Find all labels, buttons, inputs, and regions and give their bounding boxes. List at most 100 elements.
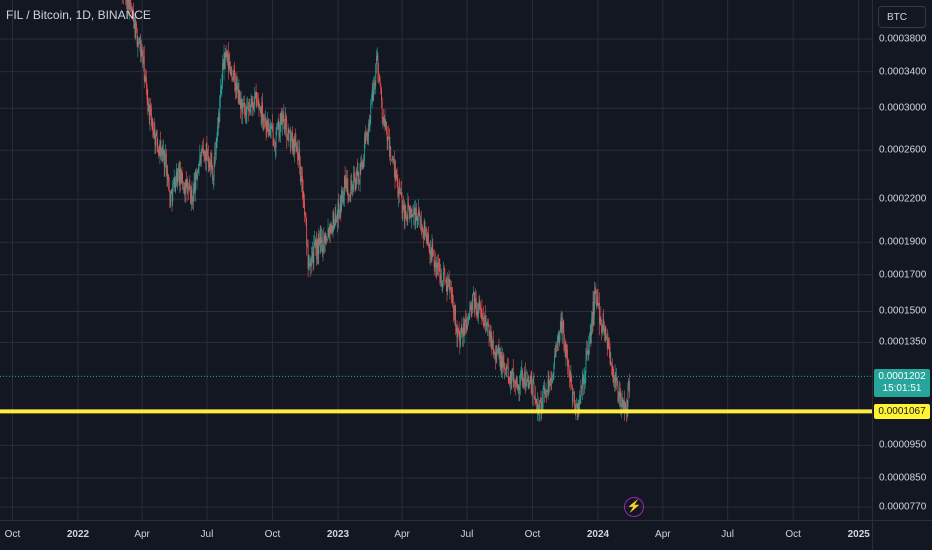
candle-body bbox=[391, 159, 393, 161]
candle-body bbox=[564, 345, 565, 348]
candle-body bbox=[316, 239, 318, 260]
candle-body bbox=[197, 172, 199, 178]
candle-body bbox=[317, 239, 319, 255]
candle-body bbox=[508, 377, 510, 381]
candle-body bbox=[415, 207, 417, 221]
candle-body bbox=[165, 153, 167, 171]
candle-body bbox=[339, 204, 341, 216]
candle-body bbox=[242, 103, 243, 114]
candle-body bbox=[174, 177, 176, 192]
candle-body bbox=[492, 340, 493, 348]
candle-body bbox=[201, 147, 203, 152]
candle-body bbox=[177, 170, 179, 183]
candle-body bbox=[560, 316, 562, 332]
candle-body bbox=[603, 319, 605, 328]
candle-body bbox=[420, 220, 422, 226]
candle-body bbox=[599, 317, 601, 324]
lightning-icon[interactable]: ⚡ bbox=[624, 497, 644, 517]
candle-body bbox=[136, 27, 138, 46]
candle-body bbox=[393, 158, 394, 162]
candle-body bbox=[240, 99, 241, 109]
candle-body bbox=[313, 246, 315, 263]
candle-body bbox=[185, 179, 186, 194]
candle-body bbox=[318, 238, 320, 255]
candle-body bbox=[272, 125, 273, 132]
candle-body bbox=[542, 388, 544, 402]
candle-body bbox=[200, 155, 201, 164]
candle-body bbox=[580, 385, 582, 397]
candle-body bbox=[282, 113, 284, 115]
candle-body bbox=[358, 172, 360, 184]
price-tick-label: 0.0000770 bbox=[879, 501, 927, 513]
candle-body bbox=[474, 301, 476, 308]
candle-body bbox=[178, 168, 179, 171]
candle-body bbox=[449, 287, 451, 289]
candle-body bbox=[236, 82, 238, 90]
candle-body bbox=[221, 84, 223, 87]
candle-body bbox=[364, 136, 366, 144]
candle-body bbox=[254, 92, 256, 98]
candle-body bbox=[319, 236, 321, 245]
candle-body bbox=[403, 204, 404, 210]
candle-body bbox=[579, 399, 580, 411]
candle-body bbox=[398, 188, 399, 197]
candle-body bbox=[430, 249, 432, 261]
candle-body bbox=[229, 61, 231, 67]
candle-body bbox=[235, 82, 237, 91]
candle-body bbox=[278, 120, 280, 138]
candle-body bbox=[617, 385, 619, 402]
candle-body bbox=[591, 319, 592, 336]
candle-body bbox=[569, 371, 570, 377]
candle-body bbox=[338, 202, 340, 219]
candle-body bbox=[344, 176, 346, 185]
candle-body bbox=[138, 42, 139, 44]
candle-body bbox=[366, 132, 367, 137]
candle-body bbox=[237, 86, 239, 103]
candle-body bbox=[326, 238, 328, 241]
candle-body bbox=[258, 101, 260, 109]
candle-body bbox=[618, 397, 620, 402]
candle-body bbox=[343, 195, 345, 201]
candle-body bbox=[502, 356, 504, 362]
candle-body bbox=[373, 82, 375, 87]
price-tick-label: 0.0001700 bbox=[879, 269, 927, 281]
candle-body bbox=[484, 315, 486, 326]
currency-button[interactable]: BTC bbox=[878, 6, 926, 28]
candle-body bbox=[623, 400, 625, 410]
candle-body bbox=[341, 189, 342, 211]
candle-body bbox=[565, 344, 567, 358]
candle-body bbox=[250, 98, 252, 105]
candle-body bbox=[171, 190, 173, 202]
candle-body bbox=[306, 244, 308, 246]
candle-body bbox=[447, 282, 449, 292]
price-tick-label: 0.0002200 bbox=[879, 193, 927, 205]
candle-body bbox=[144, 76, 146, 81]
candle-body bbox=[500, 355, 502, 370]
candle-body bbox=[600, 317, 602, 325]
candle-body bbox=[273, 145, 275, 147]
candle-body bbox=[158, 149, 159, 155]
candle-body bbox=[485, 324, 487, 327]
candle-body bbox=[244, 104, 246, 110]
candle-body bbox=[363, 143, 365, 162]
candle-body bbox=[549, 380, 550, 387]
candle-body bbox=[480, 309, 482, 310]
candle-body bbox=[418, 209, 420, 215]
candle-body bbox=[421, 225, 423, 231]
candle-body bbox=[156, 131, 158, 148]
candle-body bbox=[493, 352, 495, 354]
candle-body bbox=[274, 146, 276, 148]
candle-body bbox=[516, 380, 518, 384]
candle-body bbox=[557, 336, 559, 338]
candle-body bbox=[366, 132, 368, 136]
candle-body bbox=[223, 52, 225, 69]
candle-body bbox=[467, 324, 469, 329]
candle-body bbox=[187, 187, 189, 192]
candle-body bbox=[210, 160, 211, 167]
candle-body bbox=[159, 140, 161, 157]
candle-body bbox=[241, 99, 243, 114]
candle-body bbox=[190, 192, 191, 204]
candle-body bbox=[150, 108, 152, 121]
candle-body bbox=[199, 155, 201, 164]
